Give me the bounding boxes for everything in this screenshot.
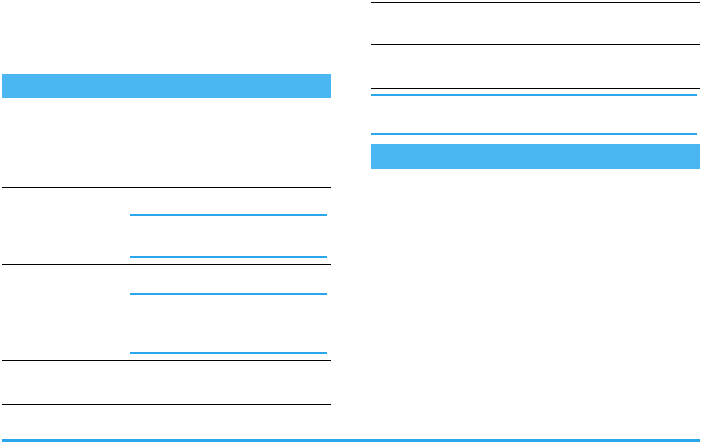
section-header-bar: [371, 144, 700, 169]
section-header-bar: [2, 74, 331, 98]
footer-rule: [2, 439, 700, 442]
